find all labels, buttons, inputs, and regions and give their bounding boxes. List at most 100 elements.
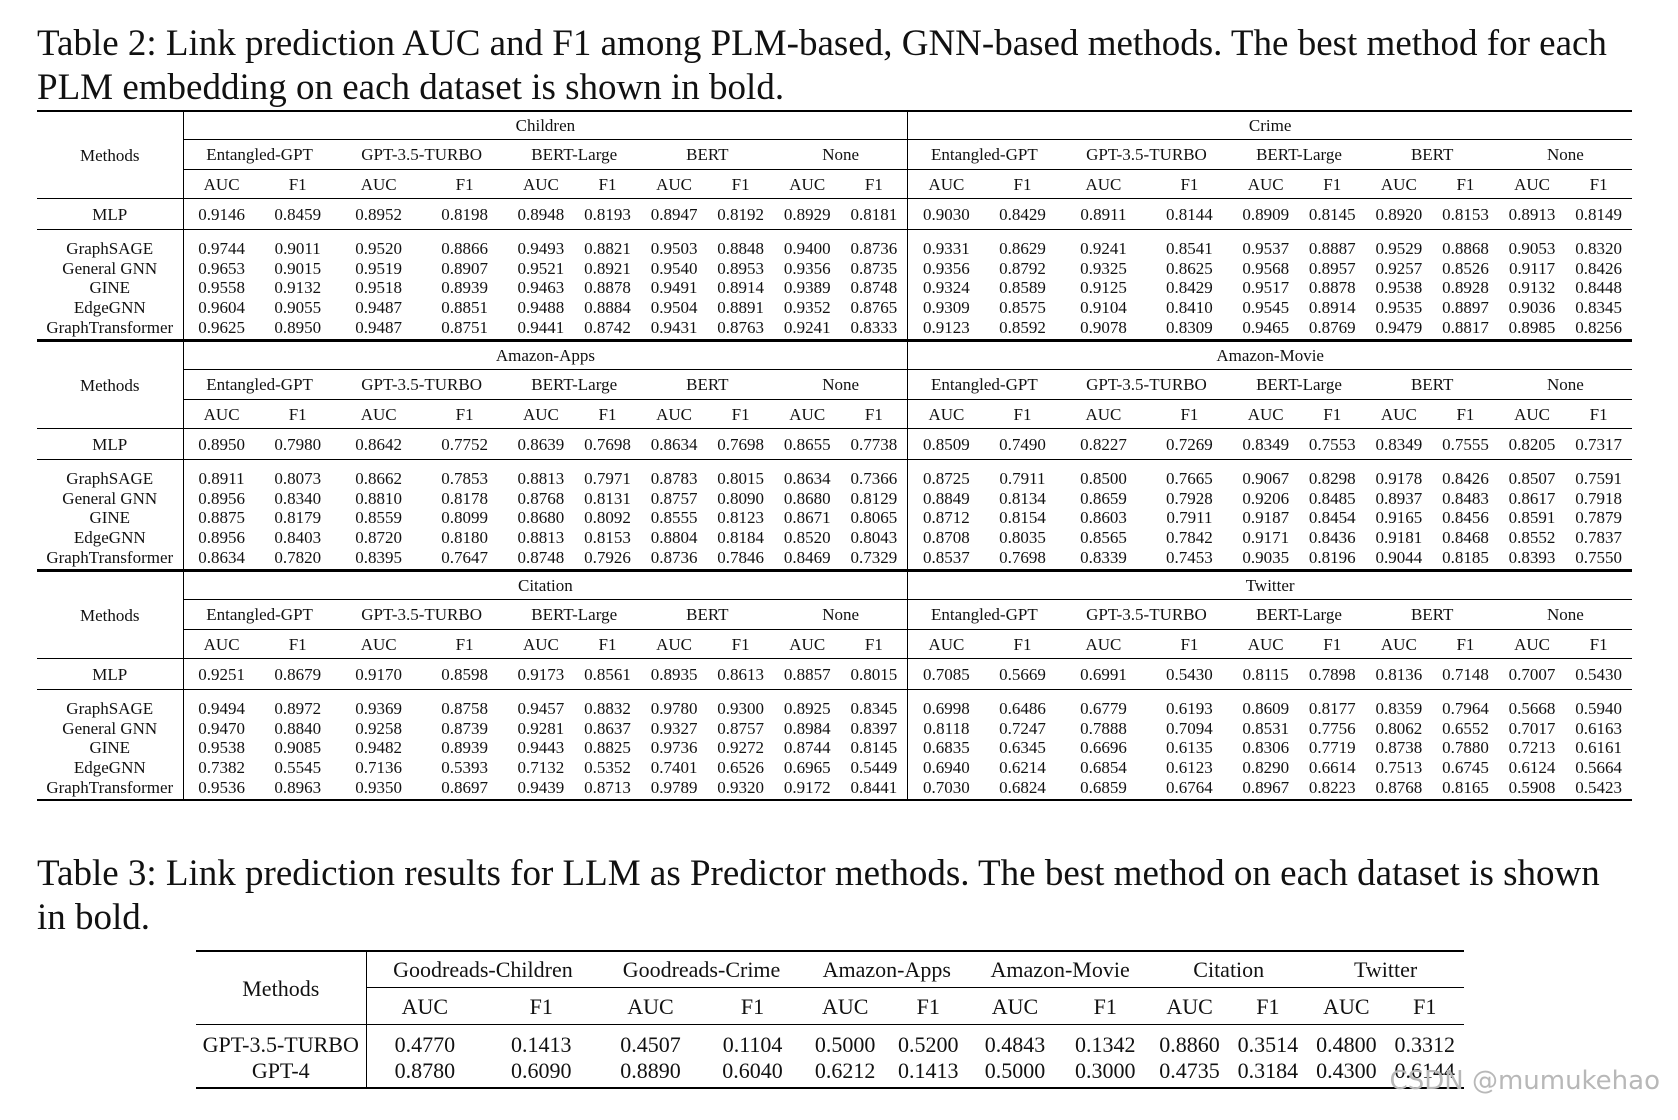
metric-header: F1 — [1565, 169, 1632, 199]
method-name: GraphTransformer — [37, 547, 183, 571]
value-cell: 0.9441 — [507, 317, 575, 341]
value-cell: 0.7329 — [840, 547, 908, 571]
table2-block: Methods Citation Twitter Entangled-GPT GPT-3… — [37, 570, 1632, 801]
value-cell: 0.7382 — [182, 757, 260, 778]
value-cell: 0.8768 — [1365, 777, 1433, 801]
value-cell: 0.8015 — [717, 469, 765, 489]
value-cell: 0.7926 — [574, 547, 641, 571]
method-name: GraphSAGE — [66, 469, 154, 489]
value-cell: 0.7918 — [1575, 488, 1623, 508]
metric-header: F1 — [421, 399, 508, 429]
method-name: GraphTransformer — [37, 317, 183, 341]
metric-header: F1 — [574, 399, 641, 429]
value-cell: 0.7911 — [999, 469, 1046, 489]
value-cell: 0.8866 — [441, 239, 488, 259]
plm-header: BERT-Large — [507, 369, 641, 400]
value-cell: 0.8426 — [1442, 469, 1489, 489]
value-cell: 0.8065 — [850, 508, 898, 528]
metric-header: AUC — [1498, 399, 1566, 429]
metric-header: F1 — [1565, 399, 1632, 429]
metric-header: F1 — [1299, 629, 1366, 659]
value-cell: 0.8359 — [1375, 699, 1423, 719]
value-cell: 0.9085 — [274, 738, 322, 758]
metric-header: F1 — [984, 399, 1061, 429]
value-cell: 0.5545 — [274, 758, 322, 778]
value-cell: 0.8950 — [259, 317, 336, 341]
value-cell: 0.6090 — [483, 1057, 600, 1089]
value-cell: 0.8613 — [707, 658, 774, 690]
value-cell: 0.8659 — [1080, 488, 1127, 508]
value-cell: 0.8679 — [259, 658, 336, 690]
metric-header: AUC — [640, 629, 708, 659]
metric-header: AUC — [335, 169, 422, 199]
dataset-header: Twitter — [1307, 950, 1464, 988]
method-name: EdgeGNN — [73, 298, 146, 318]
value-cell: 0.8395 — [335, 547, 422, 571]
value-cell: 0.8937 — [1375, 488, 1423, 508]
value-cell: 0.8972 — [274, 699, 322, 719]
metric-header: F1 — [707, 629, 774, 659]
dataset-header: Crime — [907, 110, 1632, 140]
value-cell: 0.8957 — [1308, 258, 1356, 278]
value-cell: 0.6144 — [1385, 1057, 1464, 1089]
value-cell: 0.9078 — [1060, 317, 1147, 341]
value-cell: 0.8309 — [1146, 317, 1233, 341]
value-cell: 0.9482 — [355, 738, 403, 758]
plm-header: Entangled-GPT — [182, 369, 336, 400]
value-cell: 0.8403 — [274, 528, 322, 548]
value-cell: 0.9352 — [783, 298, 831, 318]
value-cell: 0.8537 — [907, 547, 985, 571]
value-cell: 0.9520 — [355, 239, 403, 259]
value-cell: 0.8192 — [707, 198, 774, 230]
metric-header: AUC — [907, 399, 985, 429]
value-cell: 0.9519 — [355, 258, 403, 278]
value-cell: 0.8813 — [517, 469, 565, 489]
value-cell: 0.9011 — [274, 239, 321, 259]
value-cell: 0.8459 — [259, 198, 336, 230]
metric-header: AUC — [182, 169, 260, 199]
value-cell: 0.9181 — [1375, 528, 1423, 548]
methods-header: Methods — [37, 340, 183, 429]
dataset-header: Amazon-Apps — [182, 340, 908, 370]
value-cell: 0.9251 — [182, 658, 260, 690]
value-cell: 0.5664 — [1575, 758, 1623, 778]
plm-header: Entangled-GPT — [907, 369, 1061, 400]
value-cell: 0.7490 — [984, 428, 1061, 460]
dataset-header: Goodreads-Children — [365, 950, 600, 988]
metric-header: F1 — [1565, 629, 1632, 659]
value-cell: 0.7980 — [259, 428, 336, 460]
value-cell: 0.8340 — [274, 488, 322, 508]
metric-header: AUC — [1232, 399, 1299, 429]
value-cell: 0.8763 — [707, 317, 774, 341]
table3-caption: Table 3: Link prediction results for LLM… — [37, 853, 1600, 938]
metric-header: F1 — [483, 987, 600, 1025]
value-cell: 0.8748 — [850, 278, 898, 298]
value-cell: 0.9206 — [1242, 488, 1290, 508]
dataset-header: Amazon-Movie — [969, 950, 1151, 988]
value-cell: 0.9165 — [1375, 508, 1423, 528]
plm-header: GPT-3.5-TURBO — [1060, 139, 1233, 170]
value-cell: 0.9067 — [1242, 469, 1290, 489]
value-cell: 0.7846 — [707, 547, 774, 571]
method-name: MLP — [37, 198, 183, 230]
value-cell: 0.9035 — [1232, 547, 1299, 571]
value-cell: 0.9281 — [517, 718, 565, 738]
value-cell: 0.8984 — [783, 718, 831, 738]
value-cell: 0.8813 — [517, 528, 565, 548]
value-cell: 0.7756 — [1308, 718, 1356, 738]
value-cell: 0.8939 — [441, 278, 488, 298]
value-cell: 0.8671 — [783, 508, 831, 528]
value-cell: 0.5423 — [1565, 777, 1632, 801]
value-cell: 0.9030 — [907, 198, 985, 230]
value-cell: 0.8821 — [584, 239, 631, 259]
value-cell: 0.9535 — [1375, 298, 1423, 318]
value-cell: 0.8526 — [1442, 258, 1489, 278]
value-cell: 0.5000 — [969, 1057, 1061, 1089]
value-cell: 0.7888 — [1080, 718, 1127, 738]
value-cell: 0.8345 — [850, 699, 898, 719]
value-cell: 0.9132 — [274, 278, 322, 298]
metric-header: AUC — [182, 629, 260, 659]
value-cell: 0.8345 — [1575, 298, 1623, 318]
value-cell: 0.9545 — [1242, 298, 1290, 318]
table-row: General GNN 0.8956 0.8340 0.8810 0.8178 0.876… — [37, 488, 1632, 509]
